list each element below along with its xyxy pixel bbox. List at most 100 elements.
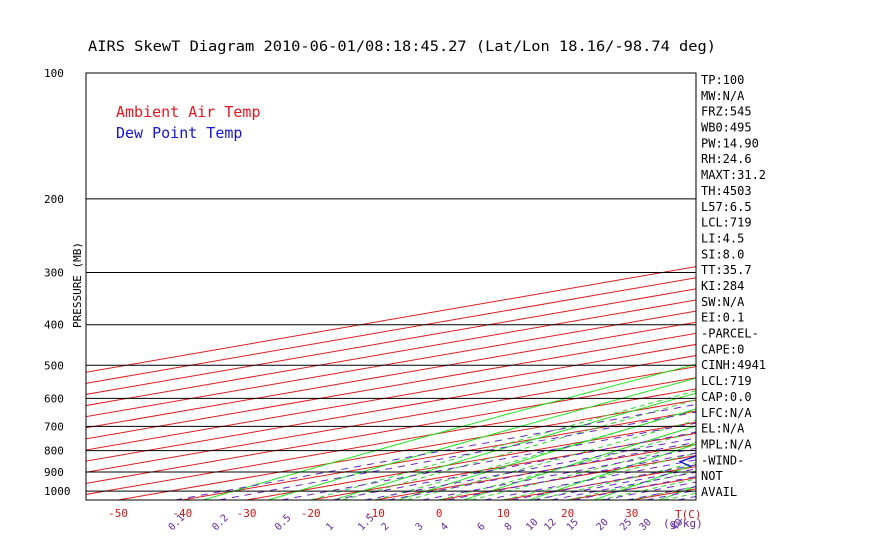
stats-item: CAP:0.0 xyxy=(701,390,752,404)
isotherm-line xyxy=(310,432,696,500)
mixing-ratio-label: 3 xyxy=(414,521,426,533)
dry-adiabat-line xyxy=(789,73,870,500)
isotherm-line xyxy=(246,421,696,500)
mixing-ratio-label: 12 xyxy=(542,517,558,533)
stats-item: FRZ:545 xyxy=(701,105,752,119)
bottom-temperature-axis: -50 -40 -30 -20 -10 0 10 20 30 xyxy=(108,507,638,520)
stats-item: CINH:4941 xyxy=(701,358,766,372)
stats-item: LI:4.5 xyxy=(701,231,744,245)
stats-item: RH:24.6 xyxy=(701,152,752,166)
mixing-ratio-label: 8 xyxy=(503,521,515,533)
dry-adiabat-line xyxy=(658,485,696,500)
dry-adiabat-line xyxy=(854,73,870,500)
pressure-tick-label: 400 xyxy=(44,319,64,332)
dry-adiabat-line xyxy=(398,408,696,500)
mixing-ratio-label: 20 xyxy=(595,517,611,533)
mixing-ratio-label: 0.5 xyxy=(273,513,294,534)
stats-item: KI:284 xyxy=(701,279,744,293)
bottom-temp-tick-label: 20 xyxy=(561,507,574,520)
pressure-tick-label: 300 xyxy=(44,267,64,280)
dry-adiabat-line xyxy=(268,377,696,500)
plot-frame xyxy=(85,72,697,501)
pressure-tick-label: 700 xyxy=(44,420,64,433)
moist-adiabat-line xyxy=(310,390,696,500)
isotherm-line xyxy=(182,410,696,500)
stats-item: TH:4503 xyxy=(701,184,752,198)
isotherm-line xyxy=(86,366,696,473)
bottom-temp-tick-label: 0 xyxy=(436,507,443,520)
bottom-temp-tick-label: 30 xyxy=(625,507,638,520)
isotherm-line xyxy=(503,466,696,500)
stats-item: TP:100 xyxy=(701,73,744,87)
moist-adiabat-line xyxy=(663,492,696,500)
stats-item: LCL:719 xyxy=(701,216,752,230)
stats-item: MW:N/A xyxy=(701,89,745,103)
stats-item: NOT xyxy=(701,469,723,483)
isotherm-line xyxy=(439,455,696,500)
mixing-ratio-line xyxy=(484,459,696,500)
stats-item: EL:N/A xyxy=(701,422,745,436)
mixing-ratio-label: 4 xyxy=(439,521,451,533)
bottom-temp-tick-label: -50 xyxy=(108,507,128,520)
stats-item: EI:0.1 xyxy=(701,311,744,325)
chart-title: AIRS SkewT Diagram 2010-06-01/08:18:45.2… xyxy=(88,39,716,55)
stats-item: SI:8.0 xyxy=(701,247,744,261)
bottom-temp-tick-label: -10 xyxy=(365,507,385,520)
isotherm-line xyxy=(86,377,696,484)
dry-adiabat-line xyxy=(203,363,696,500)
mixing-ratio-label: 10 xyxy=(524,517,540,533)
pressure-tick-label: 900 xyxy=(44,466,64,479)
isotherm-line xyxy=(86,388,696,495)
isotherm-line xyxy=(374,443,696,500)
mixing-ratio-label: 1 xyxy=(324,521,336,533)
bottom-temp-tick-label: 10 xyxy=(497,507,510,520)
bottom-temp-tick-label: -30 xyxy=(237,507,257,520)
stats-item: LCL:719 xyxy=(701,374,752,388)
mixing-ratio-label: 0.2 xyxy=(210,513,231,534)
mixing-ratio-label: 2 xyxy=(379,521,391,533)
isotherm-line xyxy=(86,355,696,462)
stats-item: CAPE:0 xyxy=(701,342,744,356)
pressure-axis: 100 200 300 400 500 600 700 800 900 1000 xyxy=(44,67,71,498)
mixing-ratio-unit-label: (g/kg) xyxy=(663,517,703,530)
stats-item: AVAIL xyxy=(701,485,737,499)
mixing-ratio-line xyxy=(175,403,696,500)
stats-item: MAXT:31.2 xyxy=(701,168,766,182)
isobar-lines xyxy=(86,72,696,492)
stats-item: PW:14.90 xyxy=(701,136,759,150)
isotherm-line xyxy=(86,277,696,384)
dry-adiabat-line xyxy=(463,425,696,500)
mixing-ratio-line xyxy=(447,452,696,500)
stats-item: LFC:N/A xyxy=(701,406,752,420)
bottom-temp-tick-label: -40 xyxy=(172,507,192,520)
isotherm-line xyxy=(118,399,696,500)
pressure-tick-label: 1000 xyxy=(44,485,71,498)
ambient-air-templine xyxy=(820,73,870,467)
bottom-temp-tick-label: -20 xyxy=(301,507,321,520)
stats-item: -PARCEL- xyxy=(701,327,759,341)
stats-item: TT:35.7 xyxy=(701,263,752,277)
pressure-tick-label: 500 xyxy=(44,359,64,372)
isotherm-line xyxy=(86,266,696,373)
mixing-ratio-line xyxy=(218,411,696,500)
stats-item: L57:6.5 xyxy=(701,200,752,214)
stats-item: WB0:495 xyxy=(701,121,752,135)
moist-adiabat-line xyxy=(406,419,696,500)
mixing-ratio-label: 6 xyxy=(476,521,488,533)
y-axis-label: PRESSURE (MB) xyxy=(71,242,84,328)
pressure-tick-label: 600 xyxy=(44,392,64,405)
stats-item: SW:N/A xyxy=(701,295,745,309)
isotherm-line xyxy=(86,343,696,451)
pressure-tick-label: 200 xyxy=(44,193,64,206)
dry-adiabat-line xyxy=(333,392,696,500)
legend-entry: Ambient Air Temp xyxy=(116,103,261,121)
isotherm-line xyxy=(86,332,696,440)
legend: Ambient Air Temp Dew Point Temp xyxy=(116,103,261,142)
stats-item: -WIND- xyxy=(701,453,744,467)
pressure-tick-label: 800 xyxy=(44,445,64,458)
mixing-ratio-label: 30 xyxy=(638,517,654,533)
stats-item: MPL:N/A xyxy=(701,437,752,451)
x-axis-unit-label: T(C) xyxy=(675,508,702,521)
